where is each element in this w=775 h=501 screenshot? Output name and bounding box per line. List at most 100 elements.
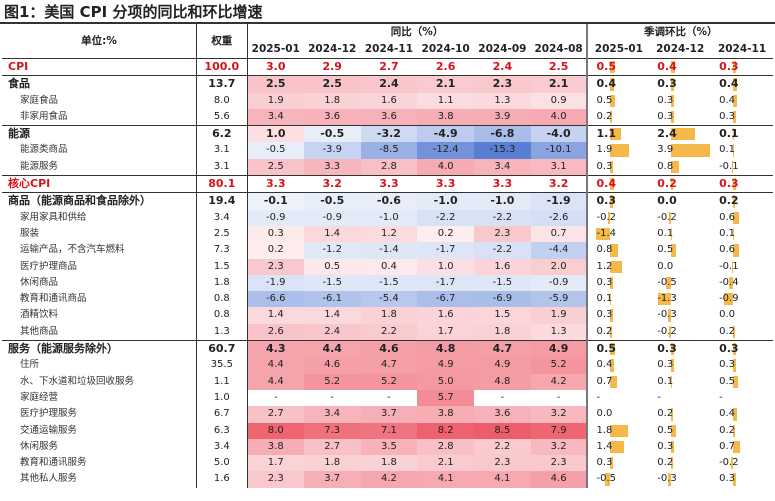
yoy-cell: 3.7 — [360, 406, 418, 423]
mom-value: 1.8 — [596, 424, 613, 436]
mom-cell: 0.3 — [649, 439, 711, 455]
mom-cell: 0.8 — [649, 159, 711, 176]
data-bar — [733, 195, 736, 208]
table-row: 休闲服务 3.4 3.8 2.7 3.5 2.8 2.2 3.2 1.4 0.3 0.7 — [2, 438, 773, 456]
table-row: 服装 2.5 0.3 1.4 1.2 0.2 2.3 0.7 -1.4 0.1 0.1 — [2, 225, 773, 243]
weight: 3.1 — [196, 142, 248, 159]
mom-value: -0.9 — [719, 293, 739, 305]
yoy-cell: 1.3 — [474, 92, 531, 109]
mom-value: 0.3 — [657, 77, 677, 91]
yoy-cell: 2.3 — [474, 75, 531, 93]
yoy-cell: -3.2 — [360, 125, 418, 143]
date-header: 2024-11 — [360, 41, 418, 59]
yoy-cell: 1.9 — [247, 92, 304, 109]
weight: 7.3 — [196, 242, 248, 259]
mom-cell: 2.4 — [649, 125, 712, 143]
row-name: 能源类商品 — [20, 144, 68, 156]
yoy-cell: 0.2 — [247, 242, 304, 259]
data-bar — [671, 110, 675, 124]
yoy-cell: 0.3 — [247, 225, 304, 243]
yoy-cell: 2.2 — [474, 438, 531, 456]
mom-value: 0.2 — [719, 325, 735, 337]
data-bar — [610, 61, 616, 74]
yoy-cell: 3.2 — [303, 175, 361, 193]
mom-cell: 0.5 — [649, 423, 711, 439]
yoy-cell: 2.9 — [303, 57, 361, 76]
yoy-cell: 3.0 — [247, 57, 304, 76]
mom-cell: 0.4 — [711, 93, 773, 109]
mom-cell: -0.5 — [649, 275, 711, 291]
mom-cell: 0.3 — [586, 192, 650, 210]
mom-value: 0.5 — [657, 424, 674, 436]
mom-cell: 0.8 — [586, 242, 650, 259]
yoy-cell: -1.7 — [417, 242, 475, 259]
yoy-cell: -5.4 — [360, 291, 418, 308]
mom-value: 1.4 — [596, 440, 613, 452]
yoy-cell: -1.0 — [360, 209, 418, 226]
yoy-cell: -0.5 — [303, 125, 361, 143]
mom-value: 0.2 — [657, 457, 674, 469]
yoy-cell: 4.1 — [417, 471, 475, 488]
mom-cell: 0.3 — [649, 93, 711, 109]
mom-value: 0.2 — [657, 408, 674, 420]
data-bar — [671, 227, 673, 241]
weight: 13.7 — [196, 75, 248, 93]
data-bar — [610, 78, 615, 91]
mom-value: 0.0 — [657, 260, 674, 272]
yoy-cell: -2.2 — [417, 209, 475, 226]
mom-value: 0.3 — [719, 473, 735, 485]
data-bar — [610, 260, 623, 273]
yoy-cell: -1.7 — [417, 274, 475, 292]
yoy-cell: 4.8 — [417, 340, 475, 358]
mom-cell: -0.2 — [649, 210, 711, 226]
data-bar — [608, 211, 611, 224]
yoy-cell: 1.7 — [247, 455, 304, 472]
yoy-cell: 2.6 — [417, 57, 475, 76]
weight: 1.3 — [196, 323, 248, 341]
table-row: 水、下水道和垃圾回收服务 1.1 4.4 5.2 5.2 5.0 4.8 4.2 0.7 0.1 0… — [2, 373, 773, 390]
header-row: 单位:% 权重 同比（%） 季调环比（%） — [2, 24, 773, 59]
yoy-cell: 4.6 — [303, 357, 361, 374]
mom-cell: -0.5 — [586, 471, 650, 488]
mom-value: 0.3 — [719, 359, 735, 371]
mom-cell: 0.3 — [586, 455, 650, 472]
yoy-header: 同比（%） — [390, 26, 444, 38]
yoy-cell: - — [556, 391, 561, 403]
yoy-cell: 7.1 — [360, 422, 418, 439]
data-bar — [671, 408, 674, 421]
weight: 3.4 — [196, 438, 248, 456]
yoy-cell: 4.9 — [530, 340, 588, 358]
yoy-cell: 3.8 — [417, 108, 475, 126]
table-row: 商品（能源商品和食品除外） 19.4 -0.1 -0.5 -0.6 -1.0 -1.0 -1.… — [2, 192, 773, 210]
data-bar — [733, 244, 740, 257]
yoy-cell: 1.8 — [303, 92, 361, 109]
data-bar — [610, 110, 613, 124]
data-bar — [610, 343, 616, 356]
mom-cell: 0.2 — [711, 423, 773, 439]
yoy-cell: 4.9 — [417, 357, 475, 374]
yoy-cell: 3.3 — [474, 175, 531, 193]
row-name: 其他私人服务 — [20, 473, 78, 485]
yoy-cell: 3.9 — [474, 108, 531, 126]
yoy-cell: -2.2 — [474, 242, 531, 259]
mom-cell: -0.2 — [586, 209, 650, 226]
data-bar — [731, 457, 734, 470]
data-bar — [610, 440, 625, 454]
mom-cell: 0.3 — [649, 340, 712, 358]
mom-value: 0.3 — [657, 110, 674, 122]
yoy-cell: 2.3 — [474, 455, 531, 472]
yoy-cell: 5.2 — [530, 357, 588, 374]
yoy-cell: 4.9 — [474, 357, 531, 374]
mom-cell: 3.9 — [649, 142, 711, 158]
data-bar — [610, 293, 612, 306]
mom-value: 0.8 — [657, 160, 674, 172]
mom-cell: 0.5 — [711, 374, 773, 390]
mom-header: 季调环比（%） — [586, 24, 773, 41]
data-bar — [729, 276, 734, 290]
date-header: 2024-12 — [303, 41, 361, 59]
table-row: 住所 35.5 4.4 4.6 4.7 4.9 4.9 5.2 0.4 0.3 0.3 — [2, 357, 773, 374]
title: 图1：美国 CPI 分项的同比和环比增速 — [0, 0, 775, 24]
row-name: 水、下水道和垃圾回收服务 — [20, 375, 135, 387]
mom-value: 0.3 — [596, 276, 613, 288]
mom-cell: 0.4 — [586, 75, 650, 93]
